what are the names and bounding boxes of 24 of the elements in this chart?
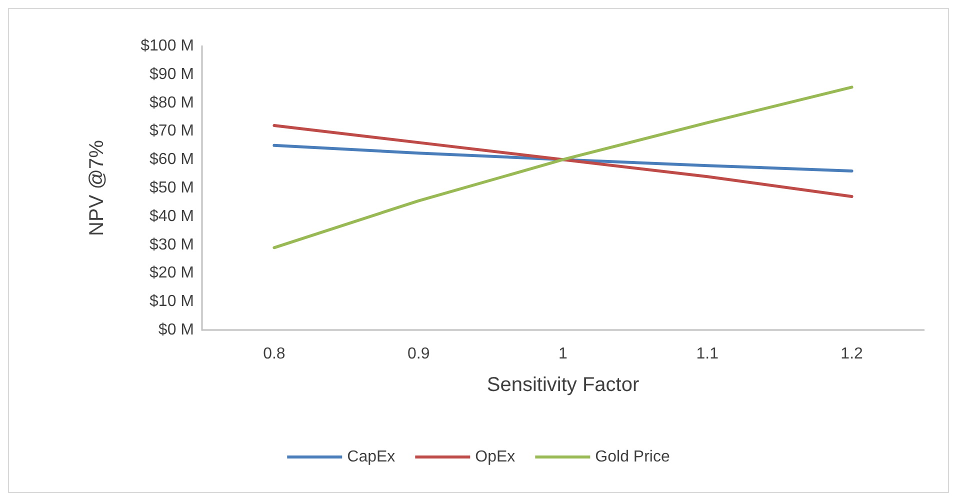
- y-tick-label: $20 M: [150, 264, 194, 282]
- y-tick-label: $30 M: [150, 236, 194, 254]
- y-tick-label: $50 M: [150, 180, 194, 196]
- x-tick-label: 0.9: [407, 346, 430, 362]
- y-tick-label: $100 M: [140, 38, 194, 54]
- legend-label: Gold Price: [595, 448, 670, 466]
- y-tick-label: $0 M: [158, 322, 194, 338]
- y-tick-label: $10 M: [150, 293, 194, 310]
- line-series: [272, 124, 854, 198]
- legend-label: CapEx: [347, 448, 396, 466]
- x-axis-title: Sensitivity Factor: [486, 374, 640, 396]
- y-tick-label: $90 M: [150, 66, 194, 83]
- x-tick-label: 1.2: [840, 346, 864, 362]
- x-tick-label: 1: [558, 346, 568, 362]
- line-series: [272, 144, 854, 172]
- legend-label: OpEx: [475, 448, 516, 466]
- y-tick-label: $80 M: [150, 94, 194, 112]
- y-tick-label: $40 M: [150, 208, 194, 225]
- x-tick-label: 1.1: [696, 346, 719, 362]
- line-series: [272, 86, 854, 250]
- y-axis-title: NPV @7%: [86, 140, 108, 236]
- x-tick-label: 0.8: [263, 346, 286, 362]
- y-tick-label: $60 M: [150, 151, 194, 168]
- y-tick-label: $70 M: [150, 122, 194, 140]
